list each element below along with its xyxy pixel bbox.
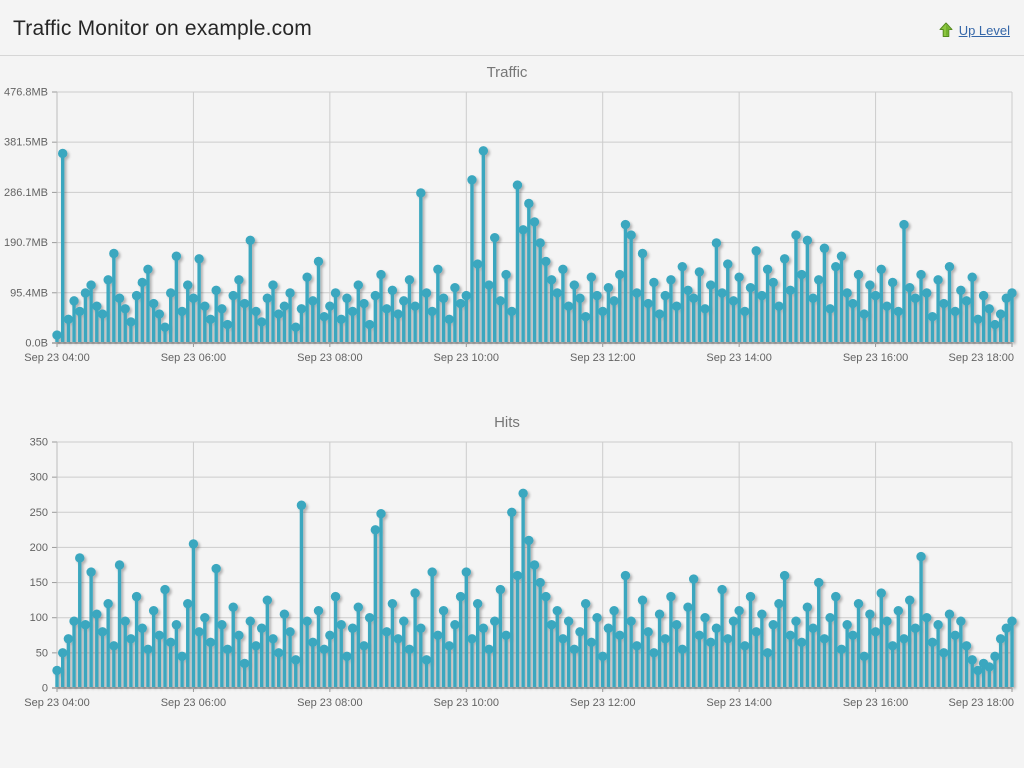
- page-title: Traffic Monitor on example.com: [13, 17, 312, 40]
- svg-text:Sep 23 12:00: Sep 23 12:00: [570, 352, 635, 364]
- svg-text:100: 100: [30, 612, 48, 624]
- svg-text:Sep 23 06:00: Sep 23 06:00: [161, 697, 226, 709]
- svg-text:286.1MB: 286.1MB: [4, 187, 48, 199]
- svg-text:Sep 23 18:00: Sep 23 18:00: [949, 697, 1014, 709]
- svg-text:Sep 23 04:00: Sep 23 04:00: [24, 352, 89, 364]
- up-arrow-icon: [939, 22, 953, 37]
- svg-text:Sep 23 08:00: Sep 23 08:00: [297, 697, 362, 709]
- svg-text:250: 250: [30, 507, 48, 519]
- hits-chart: 0 50 100 150 200 250 300 350 Sep 23 04:00 Sep 23 …: [24, 437, 1017, 709]
- traffic-chart-title: Traffic: [486, 64, 528, 81]
- svg-text:381.5MB: 381.5MB: [4, 137, 48, 149]
- svg-text:Sep 23 14:00: Sep 23 14:00: [706, 697, 771, 709]
- svg-text:300: 300: [30, 472, 48, 484]
- svg-text:Sep 23 08:00: Sep 23 08:00: [297, 352, 362, 364]
- svg-text:Sep 23 16:00: Sep 23 16:00: [843, 352, 908, 364]
- svg-text:476.8MB: 476.8MB: [4, 87, 48, 99]
- svg-text:190.7MB: 190.7MB: [4, 237, 48, 249]
- svg-text:50: 50: [36, 647, 48, 659]
- svg-text:Sep 23 18:00: Sep 23 18:00: [949, 352, 1014, 364]
- page-header: Traffic Monitor on example.com Up Level: [0, 0, 1024, 56]
- hits-chart-title: Hits: [494, 414, 520, 431]
- traffic-chart: 0.0B 95.4MB 190.7MB 286.1MB 381.5MB 476.8MB Se…: [4, 87, 1017, 364]
- svg-text:350: 350: [30, 437, 48, 449]
- svg-text:Sep 23 06:00: Sep 23 06:00: [161, 352, 226, 364]
- svg-text:Sep 23 04:00: Sep 23 04:00: [24, 697, 89, 709]
- svg-text:95.4MB: 95.4MB: [10, 287, 48, 299]
- svg-text:200: 200: [30, 542, 48, 554]
- svg-text:Sep 23 14:00: Sep 23 14:00: [706, 352, 771, 364]
- svg-text:Sep 23 16:00: Sep 23 16:00: [843, 697, 908, 709]
- svg-text:150: 150: [30, 577, 48, 589]
- svg-text:Sep 23 12:00: Sep 23 12:00: [570, 697, 635, 709]
- up-level-link[interactable]: Up Level: [958, 22, 1010, 38]
- up-level-control: Up Level: [938, 22, 1010, 38]
- svg-text:Sep 23 10:00: Sep 23 10:00: [434, 352, 499, 364]
- svg-text:Sep 23 10:00: Sep 23 10:00: [434, 697, 499, 709]
- svg-text:0: 0: [42, 683, 48, 695]
- svg-text:0.0B: 0.0B: [25, 338, 48, 350]
